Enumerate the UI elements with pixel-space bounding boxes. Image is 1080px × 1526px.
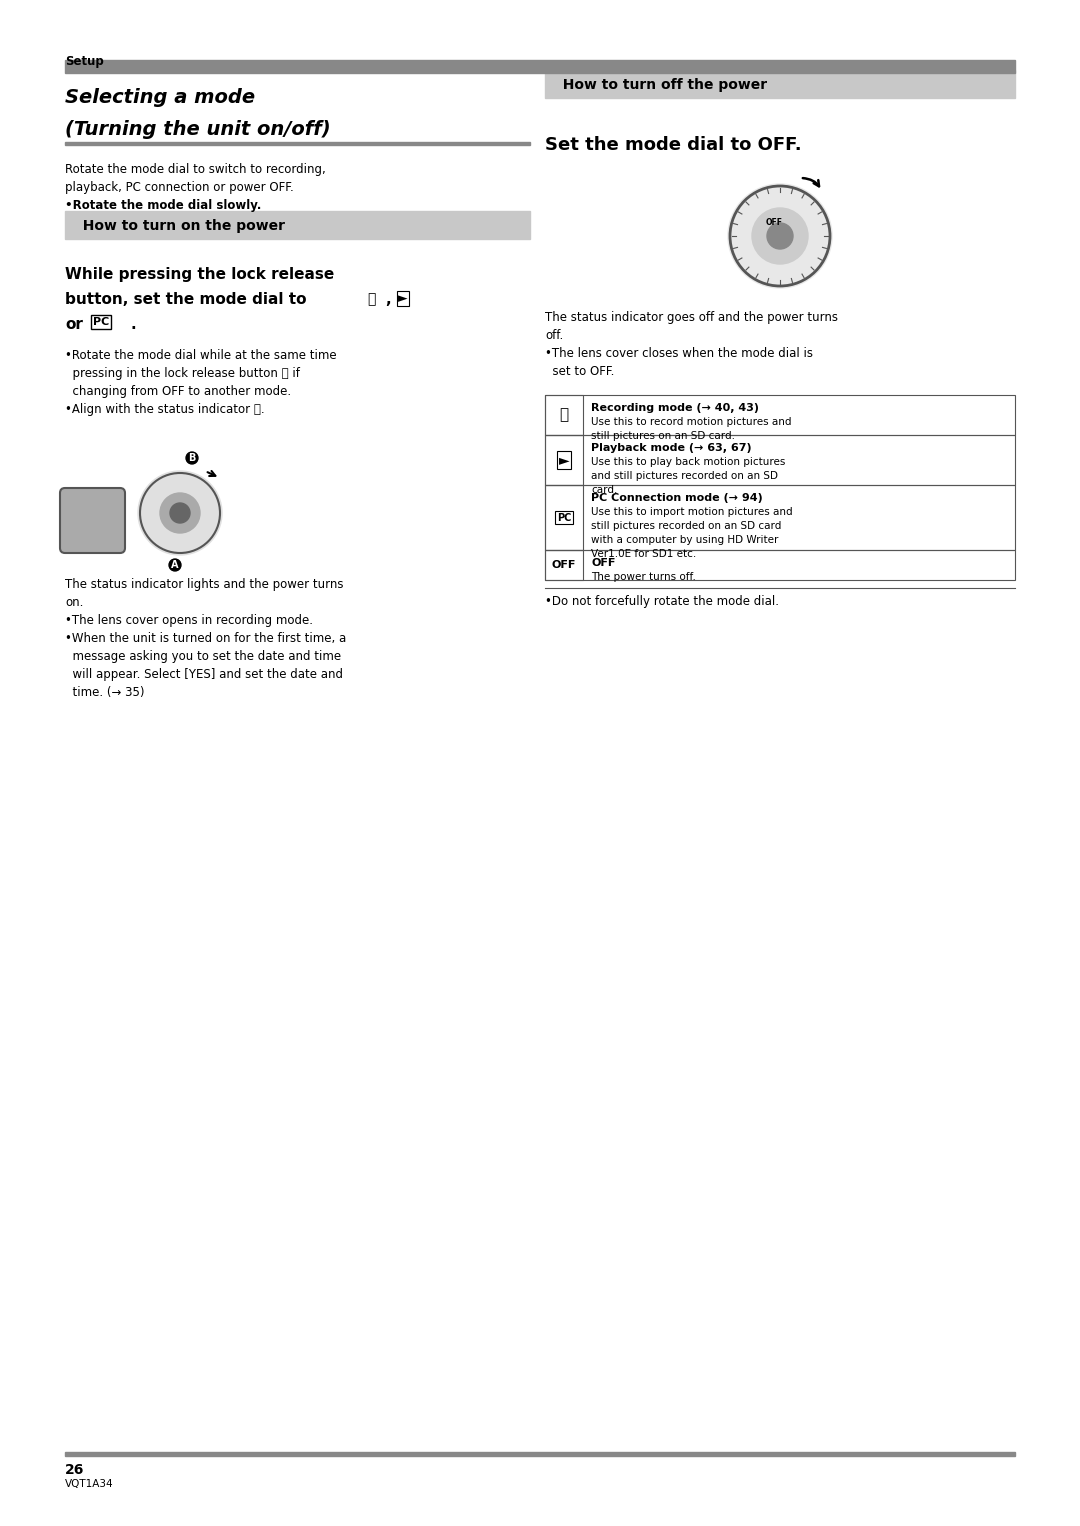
Text: PC Connection mode (→ 94): PC Connection mode (→ 94) [591, 493, 762, 504]
Bar [545, 435, 583, 485]
Text: •Rotate the mode dial while at the same time: •Rotate the mode dial while at the same … [65, 349, 337, 362]
Circle shape [138, 472, 222, 555]
Bar [545, 395, 583, 435]
Text: The status indicator goes off and the power turns: The status indicator goes off and the po… [545, 311, 838, 324]
Circle shape [160, 493, 200, 533]
Bar [65, 1453, 1015, 1456]
Text: Use this to record motion pictures and: Use this to record motion pictures and [591, 417, 792, 427]
Text: PC: PC [93, 317, 109, 327]
Text: with a computer by using HD Writer: with a computer by using HD Writer [591, 536, 779, 545]
Text: and still pictures recorded on an SD: and still pictures recorded on an SD [591, 472, 778, 481]
Text: The power turns off.: The power turns off. [591, 572, 696, 581]
Text: Set the mode dial to OFF.: Set the mode dial to OFF. [545, 136, 801, 154]
Circle shape [170, 504, 190, 523]
Text: How to turn on the power: How to turn on the power [73, 220, 285, 233]
Text: or: or [65, 317, 83, 333]
Text: Rotate the mode dial to switch to recording,: Rotate the mode dial to switch to record… [65, 163, 326, 175]
Bar [545, 485, 1015, 549]
Bar [545, 549, 1015, 580]
Bar [545, 435, 1015, 485]
Text: playback, PC connection or power OFF.: playback, PC connection or power OFF. [65, 182, 294, 194]
Text: Use this to import motion pictures and: Use this to import motion pictures and [591, 507, 793, 517]
Text: While pressing the lock release: While pressing the lock release [65, 267, 334, 282]
Text: still pictures on an SD card.: still pictures on an SD card. [591, 430, 735, 441]
Text: How to turn off the power: How to turn off the power [553, 78, 767, 92]
Text: 🎥: 🎥 [559, 407, 568, 423]
Bar [545, 70, 1015, 98]
Bar [545, 485, 583, 549]
Text: button, set the mode dial to: button, set the mode dial to [65, 291, 312, 307]
Circle shape [752, 208, 808, 264]
Text: ,: , [384, 291, 391, 307]
Text: VQT1A34: VQT1A34 [65, 1479, 113, 1489]
Text: time. (→ 35): time. (→ 35) [65, 687, 145, 699]
Text: Setup: Setup [65, 55, 104, 69]
Text: •Align with the status indicator Ⓑ.: •Align with the status indicator Ⓑ. [65, 403, 265, 417]
Text: •Do not forcefully rotate the mode dial.: •Do not forcefully rotate the mode dial. [545, 595, 779, 607]
FancyBboxPatch shape [60, 488, 125, 552]
Text: Selecting a mode: Selecting a mode [65, 89, 255, 107]
Text: OFF: OFF [766, 218, 783, 226]
Text: The status indicator lights and the power turns: The status indicator lights and the powe… [65, 578, 343, 591]
Bar [65, 142, 530, 145]
Bar [65, 60, 1015, 73]
Text: 26: 26 [65, 1463, 84, 1477]
Text: .: . [130, 317, 136, 333]
Text: 🎥: 🎥 [367, 291, 376, 307]
Bar [545, 549, 583, 580]
Text: •When the unit is turned on for the first time, a: •When the unit is turned on for the firs… [65, 632, 347, 645]
Text: still pictures recorded on an SD card: still pictures recorded on an SD card [591, 520, 781, 531]
Text: will appear. Select [YES] and set the date and: will appear. Select [YES] and set the da… [65, 668, 343, 681]
Circle shape [767, 223, 793, 249]
Bar [545, 395, 1015, 435]
Text: card.: card. [591, 485, 618, 494]
Text: •Rotate the mode dial slowly.: •Rotate the mode dial slowly. [65, 198, 261, 212]
Text: (Turning the unit on/off): (Turning the unit on/off) [65, 121, 330, 139]
Text: Playback mode (→ 63, 67): Playback mode (→ 63, 67) [591, 443, 752, 453]
Text: A: A [172, 560, 179, 571]
Text: Use this to play back motion pictures: Use this to play back motion pictures [591, 456, 785, 467]
Bar [65, 211, 530, 240]
Text: pressing in the lock release button Ⓐ if: pressing in the lock release button Ⓐ if [65, 366, 300, 380]
Text: Ver1.0E for SD1 etc.: Ver1.0E for SD1 etc. [591, 549, 697, 559]
Text: off.: off. [545, 330, 564, 342]
Text: changing from OFF to another mode.: changing from OFF to another mode. [65, 385, 292, 398]
Text: ►: ► [558, 453, 569, 467]
Text: set to OFF.: set to OFF. [545, 365, 615, 378]
Text: message asking you to set the date and time: message asking you to set the date and t… [65, 650, 341, 662]
Text: on.: on. [65, 597, 83, 609]
Text: •The lens cover opens in recording mode.: •The lens cover opens in recording mode. [65, 613, 313, 627]
Text: Recording mode (→ 40, 43): Recording mode (→ 40, 43) [591, 403, 759, 414]
Text: OFF: OFF [591, 559, 616, 568]
Circle shape [728, 185, 832, 288]
Text: ►: ► [399, 291, 407, 305]
Text: OFF: OFF [552, 560, 577, 571]
Text: •The lens cover closes when the mode dial is: •The lens cover closes when the mode dia… [545, 346, 813, 360]
Text: PC: PC [557, 513, 571, 522]
Text: B: B [188, 453, 195, 462]
